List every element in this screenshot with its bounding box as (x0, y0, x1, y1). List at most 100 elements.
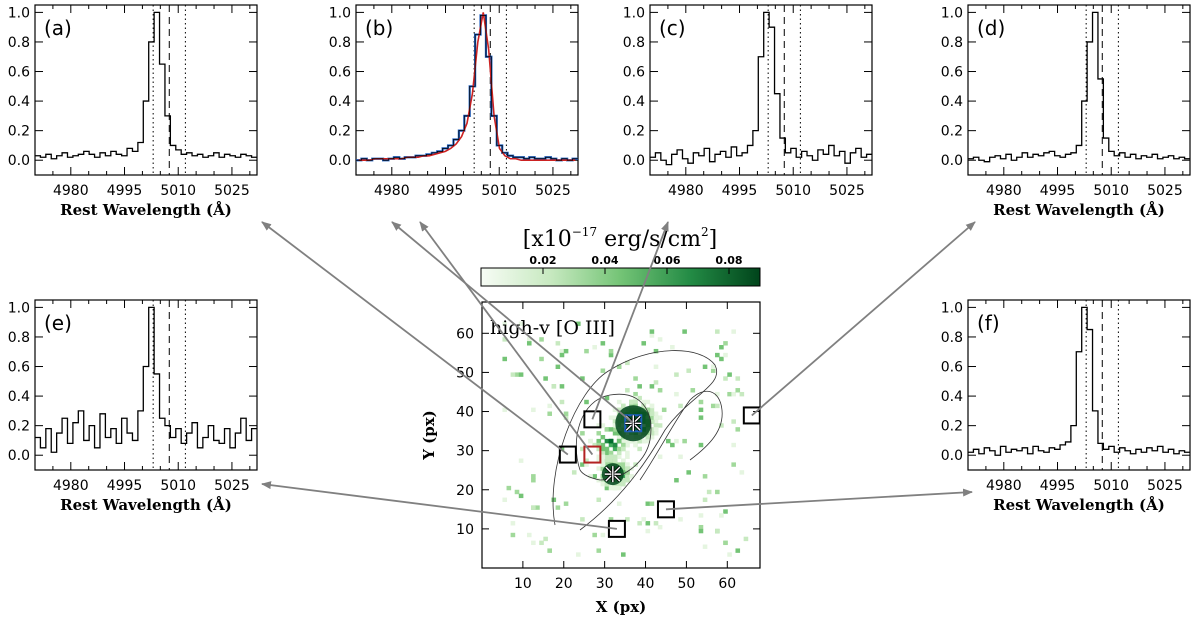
map-pixel (592, 442, 597, 448)
map-pixel (600, 341, 606, 346)
map-y-tick-label: 10 (456, 522, 474, 538)
y-tick-label: 0.6 (941, 65, 963, 81)
map-pixel (678, 454, 683, 459)
map-pixel (625, 462, 630, 467)
x-tick-label: 5010 (775, 183, 811, 199)
map-pixel (645, 501, 651, 506)
y-tick-label: 1.0 (941, 5, 963, 21)
map-pixel (633, 376, 638, 381)
map-pixel (715, 403, 720, 409)
map-pixel (580, 462, 585, 467)
map-pixel (621, 458, 626, 463)
y-tick-label: 0.8 (329, 35, 351, 51)
map-pixel (608, 517, 614, 522)
map-pixel (649, 407, 655, 413)
map-pixel (645, 407, 651, 413)
map-pixel (657, 423, 663, 428)
map-pixel (559, 348, 565, 354)
map-pixel (584, 462, 589, 467)
map-pixel (702, 497, 708, 502)
map-pixel (592, 532, 597, 538)
map-pixel (698, 528, 704, 534)
y-tick-label: 0.4 (329, 94, 351, 110)
arrow-to-panel-d (751, 221, 976, 417)
map-pixel (612, 458, 618, 463)
map-pixel (612, 454, 618, 459)
map-pixel (710, 368, 716, 373)
x-tick-label: 4995 (107, 478, 143, 494)
y-tick-label: 0.8 (941, 35, 963, 51)
map-pixel (641, 517, 647, 522)
map-pixel (633, 391, 638, 397)
map-pixel (604, 458, 610, 463)
x-tick-label: 5025 (535, 183, 571, 199)
map-pixel (625, 470, 630, 475)
map-pixel (600, 532, 606, 538)
map-pixel (625, 388, 630, 393)
panel-label: (b) (365, 16, 393, 40)
map-x-tick-label: 20 (555, 576, 573, 592)
map-pixel (731, 329, 736, 334)
map-pixel (719, 356, 724, 362)
colorbar: [x10−17 erg/s/cm2] 0.02 0.04 0.06 0.08 (480, 225, 761, 287)
map-pixel (518, 321, 524, 326)
spectrum-panel-b: 0.0 0.2 0.4 0.6 0.8 1.0 4980 4995 5010 5025 (b) (329, 4, 579, 199)
map-pixel (665, 438, 671, 444)
map-pixel (653, 411, 659, 416)
map-pixel (596, 431, 602, 436)
map-pixel (612, 407, 618, 413)
map-pixel (616, 481, 622, 487)
map-pixel (723, 352, 728, 358)
map-pixel (633, 399, 638, 405)
map-pixel (637, 446, 642, 452)
map-pixel (653, 521, 659, 526)
connector-arrows (261, 221, 976, 530)
map-pixel (580, 376, 585, 381)
map-pixel (608, 438, 614, 444)
panel-label: (a) (44, 16, 72, 40)
map-x-tick-label: 10 (514, 576, 532, 592)
map-x-tick-label: 30 (596, 576, 614, 592)
map-pixel (686, 368, 691, 373)
map-pixel (608, 454, 614, 459)
nucleus-marker (604, 466, 621, 483)
map-pixel (657, 454, 663, 459)
map-y-tick-label: 40 (456, 405, 474, 421)
map-pixel (731, 419, 736, 424)
map-pixel (641, 399, 647, 405)
spectrum-panel-c: 0.0 0.2 0.4 0.6 0.8 1.0 4980 4995 5010 5025 (c) (623, 4, 873, 199)
map-pixel (735, 388, 741, 393)
map-pixel (600, 454, 606, 459)
map-pixel (616, 435, 622, 440)
map-pixel (559, 399, 565, 405)
map-pixel (616, 454, 622, 459)
map-pixel (608, 348, 614, 354)
model-curve (358, 12, 576, 162)
x-tick-label: 4980 (986, 183, 1022, 199)
map-pixel (661, 407, 667, 413)
map-pixel (616, 485, 622, 491)
spectrum-panel-a: 0.0 0.2 0.4 0.6 0.8 1.0 4980 4995 5010 5025 (a) Res… (8, 4, 258, 219)
map-pixel (600, 458, 606, 463)
map-pixel (621, 478, 626, 483)
map-pixel (616, 446, 622, 452)
map-pixel (645, 528, 651, 534)
map-pixel (637, 395, 642, 401)
map-pixel (608, 485, 614, 491)
map-pixel (735, 376, 741, 381)
map-pixel (645, 435, 651, 440)
map-pixel (531, 478, 536, 483)
map-pixel (596, 548, 602, 553)
map-pixel (600, 450, 606, 456)
map-pixel (735, 427, 741, 432)
map-pixel (539, 540, 544, 546)
y-tick-label: 0.2 (329, 124, 351, 140)
colorbar-gradient (480, 267, 761, 287)
map-pixel (715, 528, 720, 534)
x-tick-label: 4980 (53, 183, 89, 199)
x-tick-label: 4980 (53, 478, 89, 494)
map-pixel (510, 532, 516, 538)
map-label: high-v [O III] (490, 317, 615, 339)
map-pixel (731, 442, 736, 448)
plot-frame (967, 299, 1191, 471)
